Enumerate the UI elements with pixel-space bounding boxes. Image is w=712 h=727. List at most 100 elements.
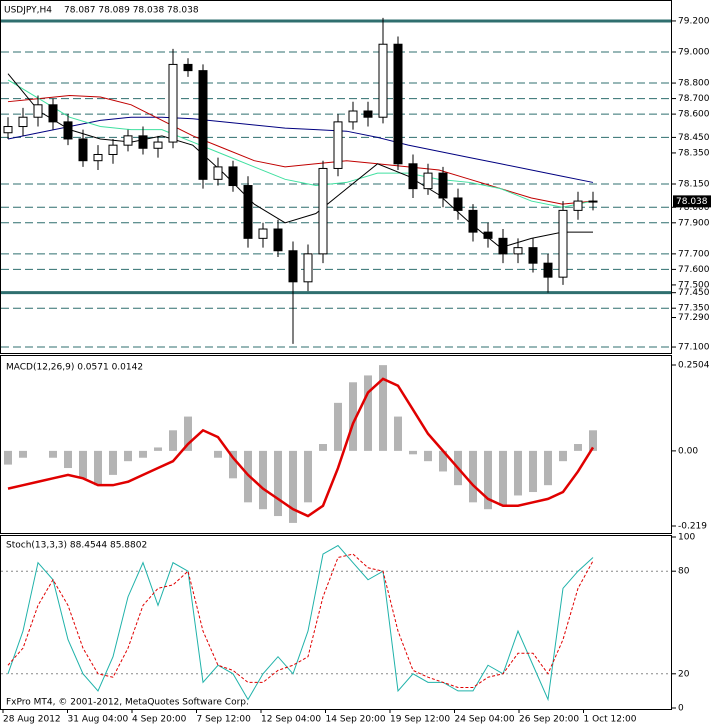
macd-bar — [274, 450, 282, 517]
candle-body — [468, 209, 478, 233]
y-tick-label: 0 — [678, 704, 684, 714]
macd-bar — [469, 450, 477, 503]
candle-body — [48, 104, 58, 123]
y-tick-label: 77.700 — [678, 249, 710, 259]
y-tick-label: 77.100 — [678, 343, 710, 353]
macd-bar — [124, 450, 132, 462]
macd-bar — [424, 450, 432, 462]
candle-body — [333, 121, 343, 169]
y-tick-label: 78.000 — [678, 203, 710, 213]
macd-bar — [574, 444, 582, 451]
stoch-panel — [0, 535, 672, 710]
macd-bar — [484, 450, 492, 510]
candle-body — [183, 63, 193, 72]
macd-bar — [94, 450, 102, 486]
y-tick-label: 78.350 — [678, 148, 710, 158]
candle-body — [108, 144, 118, 155]
current-price-label: 78.038 — [676, 197, 708, 207]
candle-body — [63, 121, 73, 140]
y-tick-label: 80 — [678, 567, 690, 577]
macd-bar — [394, 416, 402, 451]
macd-bar — [64, 450, 72, 469]
candle-body — [573, 200, 583, 211]
macd-bar — [109, 450, 117, 475]
macd-bar — [289, 450, 297, 523]
macd-bar — [349, 382, 357, 451]
x-tick-label: 19 Sep 12:00 — [390, 715, 450, 725]
price-marker — [673, 195, 711, 208]
moving-average — [7, 73, 593, 249]
candle-body — [78, 138, 88, 162]
macd-panel — [0, 355, 672, 534]
y-tick-label: 79.200 — [678, 16, 710, 26]
y-tick-label: -0.219 — [678, 521, 707, 531]
macd-bar — [139, 450, 147, 458]
macd-bar — [409, 450, 417, 455]
macd-bar — [19, 450, 27, 458]
y-tick-label: 0.2504 — [678, 360, 710, 370]
candle-body — [93, 153, 103, 162]
candle-body — [528, 247, 538, 264]
candle-body — [513, 247, 523, 255]
macd-bar — [544, 450, 552, 486]
y-tick-label: 78.700 — [678, 94, 710, 104]
candle-body — [498, 237, 508, 255]
stoch-title: Stoch(13,3,3) 88.4544 85.8802 — [6, 541, 147, 551]
y-tick-label: 77.600 — [678, 265, 710, 275]
macd-bar — [4, 450, 12, 465]
stoch-signal — [7, 553, 594, 688]
moving-average — [7, 94, 594, 205]
y-tick-label: 77.900 — [678, 218, 710, 228]
y-tick-label: 79.000 — [678, 48, 710, 58]
candle-body — [393, 43, 403, 165]
y-tick-label: 77.450 — [678, 288, 710, 298]
x-tick-label: 7 Sep 12:00 — [197, 715, 252, 725]
y-tick-label: 78.150 — [678, 179, 710, 189]
macd-bar — [499, 450, 507, 506]
macd-bar — [334, 402, 342, 451]
macd-bar — [439, 450, 447, 472]
candle-body — [303, 253, 313, 283]
candle-body — [243, 185, 253, 239]
candle-body — [273, 228, 283, 252]
candle-body — [483, 231, 493, 239]
candle-body — [558, 209, 568, 278]
candle-body — [288, 250, 298, 283]
y-tick-label: 77.350 — [678, 304, 710, 314]
moving-average — [7, 79, 594, 208]
x-tick-label: 1 Oct 12:00 — [584, 715, 637, 725]
macd-bar — [79, 450, 87, 479]
macd-bar — [364, 375, 372, 451]
symbol: USDJPY,H4 — [4, 6, 52, 16]
candle-body — [408, 163, 418, 190]
macd-bar — [529, 450, 537, 493]
y-tick-label: 78.600 — [678, 110, 710, 120]
candle-body — [198, 70, 208, 180]
y-tick-label: 77.290 — [678, 313, 710, 323]
candle-body — [348, 110, 358, 123]
ohlc: 78.087 78.089 78.038 78.038 — [64, 6, 199, 16]
y-tick-label: 20 — [678, 669, 690, 679]
macd-bar — [259, 450, 267, 510]
x-tick-label: 4 Sep 20:00 — [132, 715, 187, 725]
macd-bar — [154, 447, 162, 451]
footer: FxPro MT4, © 2001-2012, MetaQuotes Softw… — [6, 698, 249, 708]
macd-signal — [7, 377, 595, 518]
macd-bar — [184, 416, 192, 451]
candle-body — [438, 172, 448, 199]
macd-bar — [514, 450, 522, 496]
macd-bar — [244, 450, 252, 503]
moving-average — [7, 116, 594, 183]
candle-body — [258, 228, 268, 239]
stoch-main — [7, 544, 594, 702]
candle-body — [168, 63, 178, 143]
candle-body — [423, 172, 433, 190]
x-tick-label: 14 Sep 20:00 — [326, 715, 386, 725]
main-panel — [0, 0, 672, 354]
macd-bar — [589, 430, 597, 451]
x-tick-label: 28 Aug 2012 — [3, 715, 61, 725]
macd-bar — [49, 450, 57, 458]
candle-body — [3, 126, 13, 134]
macd-bar — [229, 450, 237, 479]
